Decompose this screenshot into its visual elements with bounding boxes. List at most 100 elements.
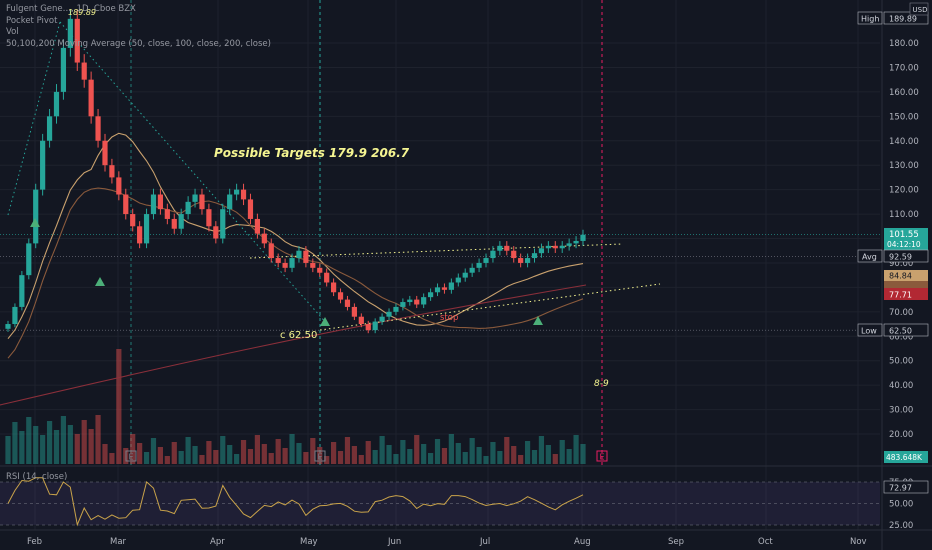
volume-bar (268, 453, 274, 464)
volume-bar (164, 456, 170, 464)
volume-bar (26, 417, 32, 464)
candle-body (227, 194, 233, 210)
volume-bar (282, 448, 288, 464)
candle-body (414, 299, 420, 305)
price-tick-label: 150.00 (889, 112, 919, 122)
avg-tag-label: Avg (862, 253, 877, 262)
uptrend-line (7, 21, 61, 216)
earnings-marker[interactable] (314, 450, 326, 462)
pocket-pivot-marker (95, 277, 105, 286)
rsi-legend[interactable]: RSI (14, close) (6, 472, 68, 482)
candle-body (102, 140, 108, 166)
candle-body (74, 18, 80, 63)
volume-bar (53, 430, 60, 464)
candle-body (19, 275, 25, 307)
volume-bar (434, 439, 441, 464)
price-tick-label: 50.00 (889, 357, 913, 367)
volume-bar (559, 440, 565, 464)
earnings-marker[interactable] (125, 450, 137, 462)
pocket-pivot-marker (320, 317, 330, 326)
volume-bar (421, 444, 427, 464)
volume-bar (185, 437, 191, 464)
candle-body (393, 306, 399, 312)
volume-bar (386, 445, 392, 464)
candle-body (164, 209, 170, 219)
volume-bar (227, 445, 233, 464)
volume-bar (192, 446, 198, 464)
candle-body (282, 262, 288, 268)
candles (5, 9, 586, 334)
volume-bar (171, 442, 177, 464)
candle-body (462, 272, 468, 278)
candle-body (538, 248, 545, 254)
candle-body (60, 47, 67, 92)
time-axis: Feb Mar Apr May Jun Jul Aug Sep Oct Nov (27, 537, 867, 547)
high-value: 189.89 (889, 15, 917, 24)
volume-bar (407, 449, 413, 464)
currency-label: USD (913, 6, 928, 14)
volume-bar (296, 443, 302, 464)
volume-bar (40, 435, 46, 464)
candle-body (199, 194, 205, 210)
volume-bar (331, 442, 337, 464)
volume-bar (448, 434, 454, 464)
volume-bar (289, 434, 295, 464)
candle-body (455, 277, 461, 283)
candle-body (337, 292, 344, 300)
earnings-marker-upcoming[interactable] (596, 450, 608, 462)
price-tick-label: 70.00 (889, 308, 913, 318)
volume-bar (566, 449, 572, 464)
volume-bar (303, 452, 309, 464)
volume-bar (490, 442, 496, 464)
price-tick-label: 20.00 (889, 430, 913, 440)
price-tick-label: 40.00 (889, 381, 913, 391)
volume-bar (88, 429, 94, 464)
avg-tag (857, 249, 883, 263)
candle-body (518, 258, 524, 263)
indicator-pocket-pivot[interactable]: Pocket Pivot (6, 15, 58, 26)
peak-annotation: 189.89 (68, 8, 96, 17)
candle-body (344, 299, 351, 307)
ma3-value: 77.71 (889, 291, 912, 300)
volume-value: 483.648K (886, 453, 923, 462)
time-tick-label: Jun (387, 537, 401, 547)
rsi-line (7, 477, 584, 527)
indicator-moving-average[interactable]: 50,100,200 Moving Average (50, close, 10… (6, 38, 271, 49)
candle-body (46, 116, 53, 141)
avg-value-box (883, 249, 929, 263)
candle-body (12, 306, 18, 325)
pocket-pivot-markers (30, 218, 543, 326)
indicator-volume[interactable]: Vol (6, 27, 19, 37)
volume-bar (476, 447, 482, 464)
candle-body (511, 250, 517, 259)
volume-bar (109, 453, 115, 464)
volume-bar (518, 455, 524, 464)
volume-bar (524, 441, 531, 464)
earnings-marker-label: E (600, 453, 605, 462)
candle-body (143, 214, 150, 244)
candle-body (434, 287, 441, 293)
volume-bar (95, 415, 101, 464)
time-tick-label: Oct (758, 537, 773, 547)
volume-bar (254, 435, 260, 464)
rsi-tick-label: 50.00 (889, 500, 913, 510)
candle-body (150, 194, 157, 215)
ma3-box (884, 288, 928, 300)
rsi-value-box (883, 480, 929, 494)
candle-body (407, 299, 413, 303)
volume-bar (67, 425, 73, 464)
candle-body (483, 258, 489, 263)
symbol-title[interactable]: Fulgent Gene…, 1D, Cboe BZX (6, 4, 136, 14)
volume-bar (511, 446, 517, 464)
legend: Fulgent Gene…, 1D, Cboe BZX Pocket Pivot… (6, 4, 271, 50)
ma1-value: 84.84 (889, 272, 912, 281)
low-tag (857, 323, 883, 337)
earnings-date-annotation: 8-9 (594, 379, 609, 389)
low-tag-label: Low (861, 327, 877, 336)
candle-body (192, 194, 198, 202)
candle-body (559, 245, 565, 249)
candle-body (303, 250, 309, 263)
currency-box[interactable] (909, 2, 929, 16)
volume-bar (337, 451, 344, 464)
